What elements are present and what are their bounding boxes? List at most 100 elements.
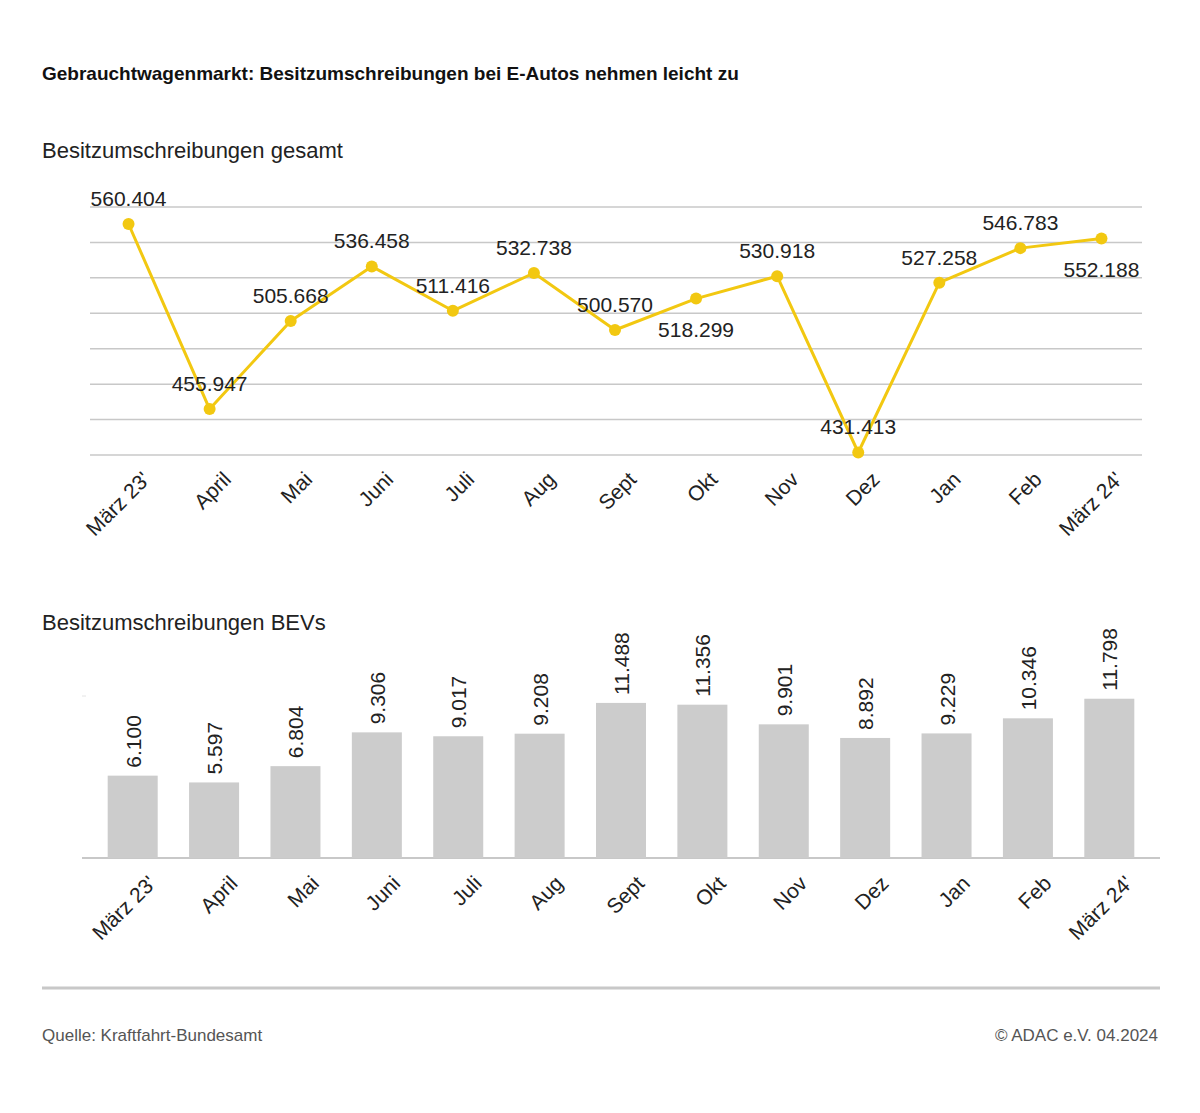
grid-line — [90, 348, 1142, 350]
title: Gebrauchtwagenmarkt: Besitzumschreibunge… — [42, 63, 739, 84]
grid-line — [90, 383, 1142, 385]
bar — [596, 703, 646, 858]
data-label: 532.738 — [496, 236, 572, 259]
data-label: 511.416 — [416, 274, 490, 297]
bar — [840, 738, 890, 858]
data-label: 455.947 — [172, 372, 248, 395]
x-tick-label: Feb — [1004, 467, 1046, 509]
x-tick-label: März 23' — [88, 871, 161, 944]
bar — [433, 736, 483, 858]
data-label: 6.804 — [284, 705, 307, 758]
grid-line — [90, 242, 1142, 244]
data-labels: 6.100 5.597 6.804 9.306 9.017 9.208 11.488 11.3… — [122, 628, 1122, 774]
x-tick-label: Juli — [447, 871, 486, 910]
x-tick-label: März 24' — [1054, 467, 1127, 540]
grid-line — [90, 419, 1142, 421]
data-label: 431.413 — [820, 415, 896, 438]
data-label: 505.668 — [253, 284, 329, 307]
data-label: 9.306 — [366, 672, 389, 725]
copyright: © ADAC e.V. 04.2024 — [995, 1026, 1158, 1045]
data-label: 530.918 — [739, 239, 815, 262]
data-label: 5.597 — [203, 722, 226, 775]
data-label: 9.017 — [447, 676, 470, 729]
point — [771, 270, 783, 282]
bar — [108, 776, 158, 858]
line — [129, 224, 1102, 453]
x-tick-label: Jan — [934, 871, 974, 911]
point — [366, 260, 378, 272]
bar — [677, 705, 727, 858]
data-label: 500.570 — [577, 293, 653, 316]
x-tick-label: Nov — [769, 871, 812, 914]
point — [690, 293, 702, 305]
x-tick-label: März 23' — [81, 467, 154, 540]
x-tick-label: Feb — [1014, 871, 1056, 913]
tick-mark — [82, 696, 86, 697]
x-tick-label: Dez — [841, 467, 884, 510]
footer-rule — [42, 987, 1160, 990]
x-tick-label: Sept — [602, 871, 649, 918]
data-label: 11.798 — [1098, 628, 1121, 691]
x-tick-label: Mai — [283, 871, 323, 911]
point — [1095, 233, 1107, 245]
x-tick-label: Aug — [517, 467, 560, 510]
point — [852, 446, 864, 458]
point — [528, 267, 540, 279]
data-label: 536.458 — [334, 229, 410, 252]
data-label: 6.100 — [122, 715, 145, 768]
data-label: 9.208 — [529, 673, 552, 726]
point — [123, 218, 135, 230]
bar — [1084, 699, 1134, 858]
x-tick-label: Aug — [525, 871, 568, 914]
x-tick-label: Okt — [682, 467, 721, 506]
chart-title: Besitzumschreibungen gesamt — [42, 138, 343, 163]
bar — [922, 733, 972, 858]
point — [204, 403, 216, 415]
x-tick-label: Mai — [276, 467, 316, 507]
data-label: 560.404 — [91, 187, 167, 210]
marks — [123, 218, 1108, 458]
bar — [759, 724, 809, 858]
grid-line — [90, 454, 1142, 456]
data-label: 8.892 — [854, 677, 877, 730]
data-label: 9.229 — [936, 673, 959, 726]
marks — [108, 699, 1135, 858]
x-tick-label: Jan — [925, 467, 965, 507]
point — [1014, 242, 1026, 254]
bar — [189, 782, 239, 858]
data-label: 552.188 — [1064, 258, 1140, 281]
x-tick-label: Sept — [594, 467, 641, 514]
chart-line: Besitzumschreibungen gesamt März 23' April… — [42, 138, 1142, 540]
bar — [352, 732, 402, 858]
point — [933, 277, 945, 289]
x-tick-label: Juni — [354, 467, 398, 511]
bar — [1003, 718, 1053, 858]
canvas: Gebrauchtwagenmarkt: Besitzumschreibunge… — [0, 0, 1200, 1113]
x-tick-label: Juli — [440, 467, 479, 506]
point — [609, 324, 621, 336]
data-label: 9.901 — [773, 664, 796, 717]
chart-bar: Besitzumschreibungen BEVs März 23' April Ma… — [42, 610, 1160, 944]
grid-line — [90, 206, 1142, 208]
x-tick-label: Dez — [850, 871, 893, 914]
data-label: 11.488 — [610, 632, 633, 695]
source: Quelle: Kraftfahrt-Bundesamt — [42, 1026, 262, 1045]
point — [447, 305, 459, 317]
x-tick-label: Juni — [361, 871, 405, 915]
x-tick-label: April — [189, 467, 235, 513]
bar — [515, 734, 565, 858]
background — [0, 0, 1200, 1113]
point — [285, 315, 297, 327]
grid-line — [90, 277, 1142, 279]
x-tick-label: Nov — [760, 467, 803, 510]
data-label: 11.356 — [691, 634, 714, 697]
data-label: 546.783 — [982, 211, 1058, 234]
data-label: 10.346 — [1017, 646, 1040, 710]
x-tick-label: März 24' — [1064, 871, 1137, 944]
x-tick-label: Okt — [691, 871, 730, 910]
x-tick-label: April — [196, 871, 242, 917]
bar — [270, 766, 320, 858]
data-labels: 560.404 455.947 505.668 536.458 511.416 532.7… — [91, 187, 1140, 438]
chart-title: Besitzumschreibungen BEVs — [42, 610, 326, 635]
data-label: 518.299 — [658, 318, 734, 341]
